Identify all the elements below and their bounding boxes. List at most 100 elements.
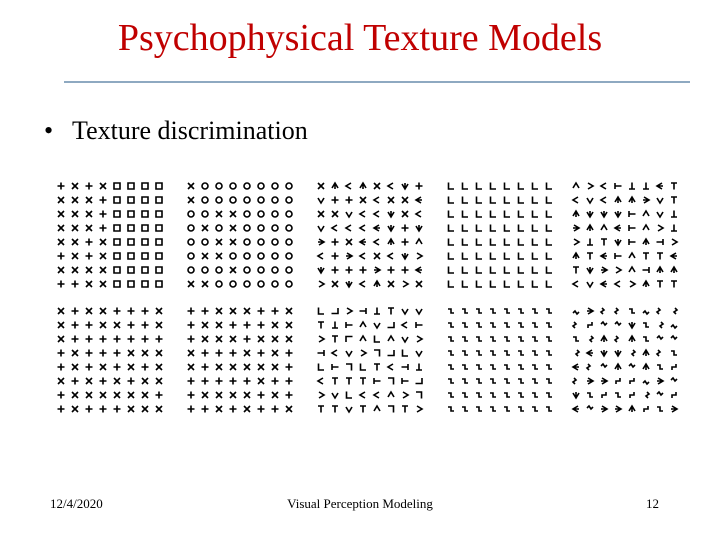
texture-glyph (201, 224, 209, 232)
texture-glyph (571, 321, 578, 329)
texture-glyph (344, 182, 352, 190)
texture-glyph (318, 391, 326, 399)
texture-glyph (243, 363, 251, 371)
texture-glyph (518, 392, 524, 398)
texture-glyph (372, 196, 380, 204)
texture-glyph (416, 335, 424, 343)
texture-panel (57, 307, 163, 413)
texture-glyph (187, 252, 195, 260)
footer-date: 12/4/2020 (50, 496, 103, 511)
texture-glyph (201, 335, 209, 343)
texture-glyph (476, 350, 482, 356)
texture-glyph (615, 266, 623, 274)
texture-glyph (85, 252, 93, 260)
texture-glyph (475, 210, 482, 218)
texture-glyph (613, 335, 620, 343)
texture-glyph (85, 377, 93, 385)
texture-panel (447, 182, 552, 288)
texture-glyph (155, 196, 163, 204)
texture-glyph (587, 392, 593, 398)
texture-glyph (360, 405, 366, 413)
texture-glyph (215, 391, 223, 399)
texture-glyph (317, 267, 325, 275)
texture-panel (57, 182, 163, 288)
texture-glyph (113, 280, 121, 288)
texture-glyph (317, 307, 324, 315)
texture-glyph (201, 391, 209, 399)
texture-glyph (317, 197, 325, 205)
texture-glyph (243, 182, 251, 190)
texture-glyph (215, 224, 223, 232)
texture-glyph (345, 391, 352, 399)
texture-glyph (546, 308, 552, 314)
texture-glyph (574, 349, 581, 357)
texture-glyph (416, 391, 423, 399)
texture-glyph (71, 391, 79, 399)
texture-glyph (57, 182, 65, 190)
texture-glyph (201, 321, 209, 329)
texture-glyph (358, 252, 366, 260)
texture-panel (187, 307, 293, 413)
texture-glyph (187, 349, 195, 357)
texture-glyph (127, 280, 135, 288)
texture-glyph (285, 377, 293, 385)
texture-glyph (257, 266, 265, 274)
texture-glyph (601, 238, 607, 246)
texture-glyph (462, 322, 468, 328)
texture-glyph (629, 392, 635, 398)
texture-glyph (316, 377, 324, 385)
texture-glyph (141, 321, 149, 329)
texture-glyph (332, 405, 338, 413)
texture-glyph (476, 322, 482, 328)
texture-glyph (615, 378, 621, 384)
texture-glyph (490, 308, 496, 314)
title-rule (64, 81, 690, 83)
texture-glyph (447, 266, 454, 274)
texture-glyph (99, 224, 107, 232)
texture-glyph (600, 334, 608, 342)
texture-glyph (243, 349, 251, 357)
texture-glyph (71, 349, 79, 357)
texture-glyph (643, 406, 649, 412)
texture-glyph (285, 182, 293, 190)
texture-glyph (257, 335, 265, 343)
texture-glyph (387, 322, 395, 329)
texture-glyph (546, 378, 552, 384)
texture-glyph (346, 363, 353, 371)
texture-glyph (587, 377, 595, 385)
texture-glyph (489, 252, 496, 260)
texture-glyph (85, 405, 93, 413)
texture-glyph (518, 378, 524, 384)
texture-glyph (475, 252, 482, 260)
texture-glyph (141, 224, 149, 232)
texture-glyph (57, 391, 65, 399)
texture-glyph (629, 182, 635, 190)
texture-glyph (99, 349, 107, 357)
texture-glyph (475, 182, 482, 190)
texture-glyph (113, 363, 121, 371)
texture-glyph (518, 350, 524, 356)
texture-glyph (614, 253, 622, 259)
texture-glyph (386, 252, 394, 260)
texture-glyph (285, 252, 293, 260)
texture-glyph (257, 349, 265, 357)
texture-glyph (601, 405, 609, 413)
texture-glyph (85, 363, 93, 371)
texture-glyph (614, 362, 622, 370)
texture-glyph (141, 377, 149, 385)
texture-glyph (657, 377, 665, 385)
texture-glyph (243, 210, 251, 218)
texture-glyph (448, 392, 454, 398)
texture-glyph (462, 308, 468, 314)
texture-glyph (229, 210, 237, 218)
texture-glyph (461, 266, 468, 274)
texture-glyph (671, 405, 679, 413)
texture-glyph (671, 196, 677, 204)
texture-glyph (257, 280, 265, 288)
texture-glyph (503, 252, 510, 260)
texture-glyph (113, 266, 121, 274)
texture-glyph (447, 238, 454, 246)
texture-glyph (141, 210, 149, 218)
texture-glyph (461, 280, 468, 288)
texture-glyph (99, 196, 107, 204)
